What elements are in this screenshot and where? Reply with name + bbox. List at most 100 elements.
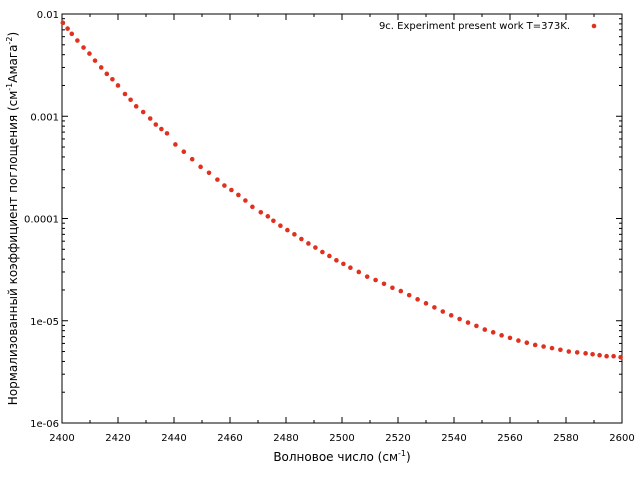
data-point [440,309,446,314]
y-tick-label: 0.01 [37,10,59,21]
axis-tick-labels: 2400 2420 2440 2460 2480 2500 2520 2540 2560 2580… [24,10,635,444]
x-tick-label: 2460 [217,433,242,444]
data-point [75,38,80,43]
data-point [229,187,234,193]
data-point [65,26,70,31]
x-tick-label: 2480 [273,433,298,444]
data-point [181,149,187,155]
data-point [236,192,241,198]
data-point [532,342,538,348]
x-tick-label: 2400 [49,433,74,444]
data-point [583,351,588,356]
data-point [448,313,454,318]
data-point [87,51,92,56]
data-point [153,122,159,127]
data-point [164,131,170,136]
legend-marker [591,23,597,29]
data-point [423,301,429,306]
data-point [222,183,227,188]
data-point [604,353,609,359]
x-tick-label: 2500 [329,433,354,444]
data-point [490,330,496,335]
data-point [243,198,248,203]
data-point [320,249,325,255]
data-point [122,91,128,97]
y-axis-title: Нормализованный коэффициент поглощения (… [5,32,20,405]
data-point [364,274,370,279]
data-point [558,347,563,353]
data-point [334,258,339,263]
data-point [597,352,602,358]
data-point [278,223,283,229]
y-tick-label: 1e-05 [30,317,59,328]
x-tick-label: 2560 [497,433,522,444]
data-point [432,305,437,310]
data-point [618,354,623,360]
data-point [356,269,362,275]
data-point [398,288,404,294]
x-tick-label: 2540 [441,433,466,444]
data-point [390,285,395,291]
y-tick-label: 0.0001 [24,215,59,226]
data-point [159,126,164,132]
x-axis-title: Волновое число (см-1) [273,449,410,464]
data-point [524,340,530,346]
data-point [92,58,98,63]
data-point [173,142,178,147]
data-point [69,31,75,37]
x-tick-label: 2520 [385,433,410,444]
x-tick-label: 2600 [609,433,634,444]
data-point [306,241,311,246]
data-point [98,65,104,70]
data-point [215,177,220,182]
data-point [341,261,346,267]
data-point [250,204,255,210]
data-point [499,333,504,338]
legend: 9c. Experiment present work T=373K. [379,21,597,32]
data-point [271,218,276,224]
data-point [415,297,420,302]
data-point [507,335,513,341]
data-point [60,20,66,26]
data-point [313,245,318,250]
data-point [482,327,488,332]
data-point [406,292,412,298]
x-tick-label: 2440 [161,433,186,444]
data-point [465,320,471,325]
data-series [60,20,623,360]
plot-frame [61,13,623,424]
data-point [133,104,139,109]
data-point [299,236,304,242]
data-point [590,351,595,357]
x-tick-label: 2420 [105,433,130,444]
data-point [549,345,555,351]
data-point [110,76,115,82]
data-point [140,109,146,115]
data-point [373,277,378,283]
y-tick-label: 0.001 [30,112,59,123]
legend-label: 9c. Experiment present work T=373K. [379,21,570,32]
data-point [115,83,121,88]
data-point [128,97,133,103]
data-point [81,45,86,50]
data-point [292,232,297,237]
data-point [206,170,212,176]
data-point [474,323,479,329]
data-point [541,344,546,349]
data-point [611,353,616,359]
data-point [147,116,153,121]
axis-ticks [61,13,623,424]
data-point [566,349,572,354]
data-point [327,253,332,259]
data-point [258,209,264,215]
data-point [381,281,387,287]
data-point [189,156,195,162]
data-point [457,316,462,322]
data-point [348,265,353,271]
data-point [574,350,580,355]
data-point [285,227,290,233]
x-tick-label: 2580 [553,433,578,444]
data-point [104,71,110,77]
data-point [198,164,203,170]
